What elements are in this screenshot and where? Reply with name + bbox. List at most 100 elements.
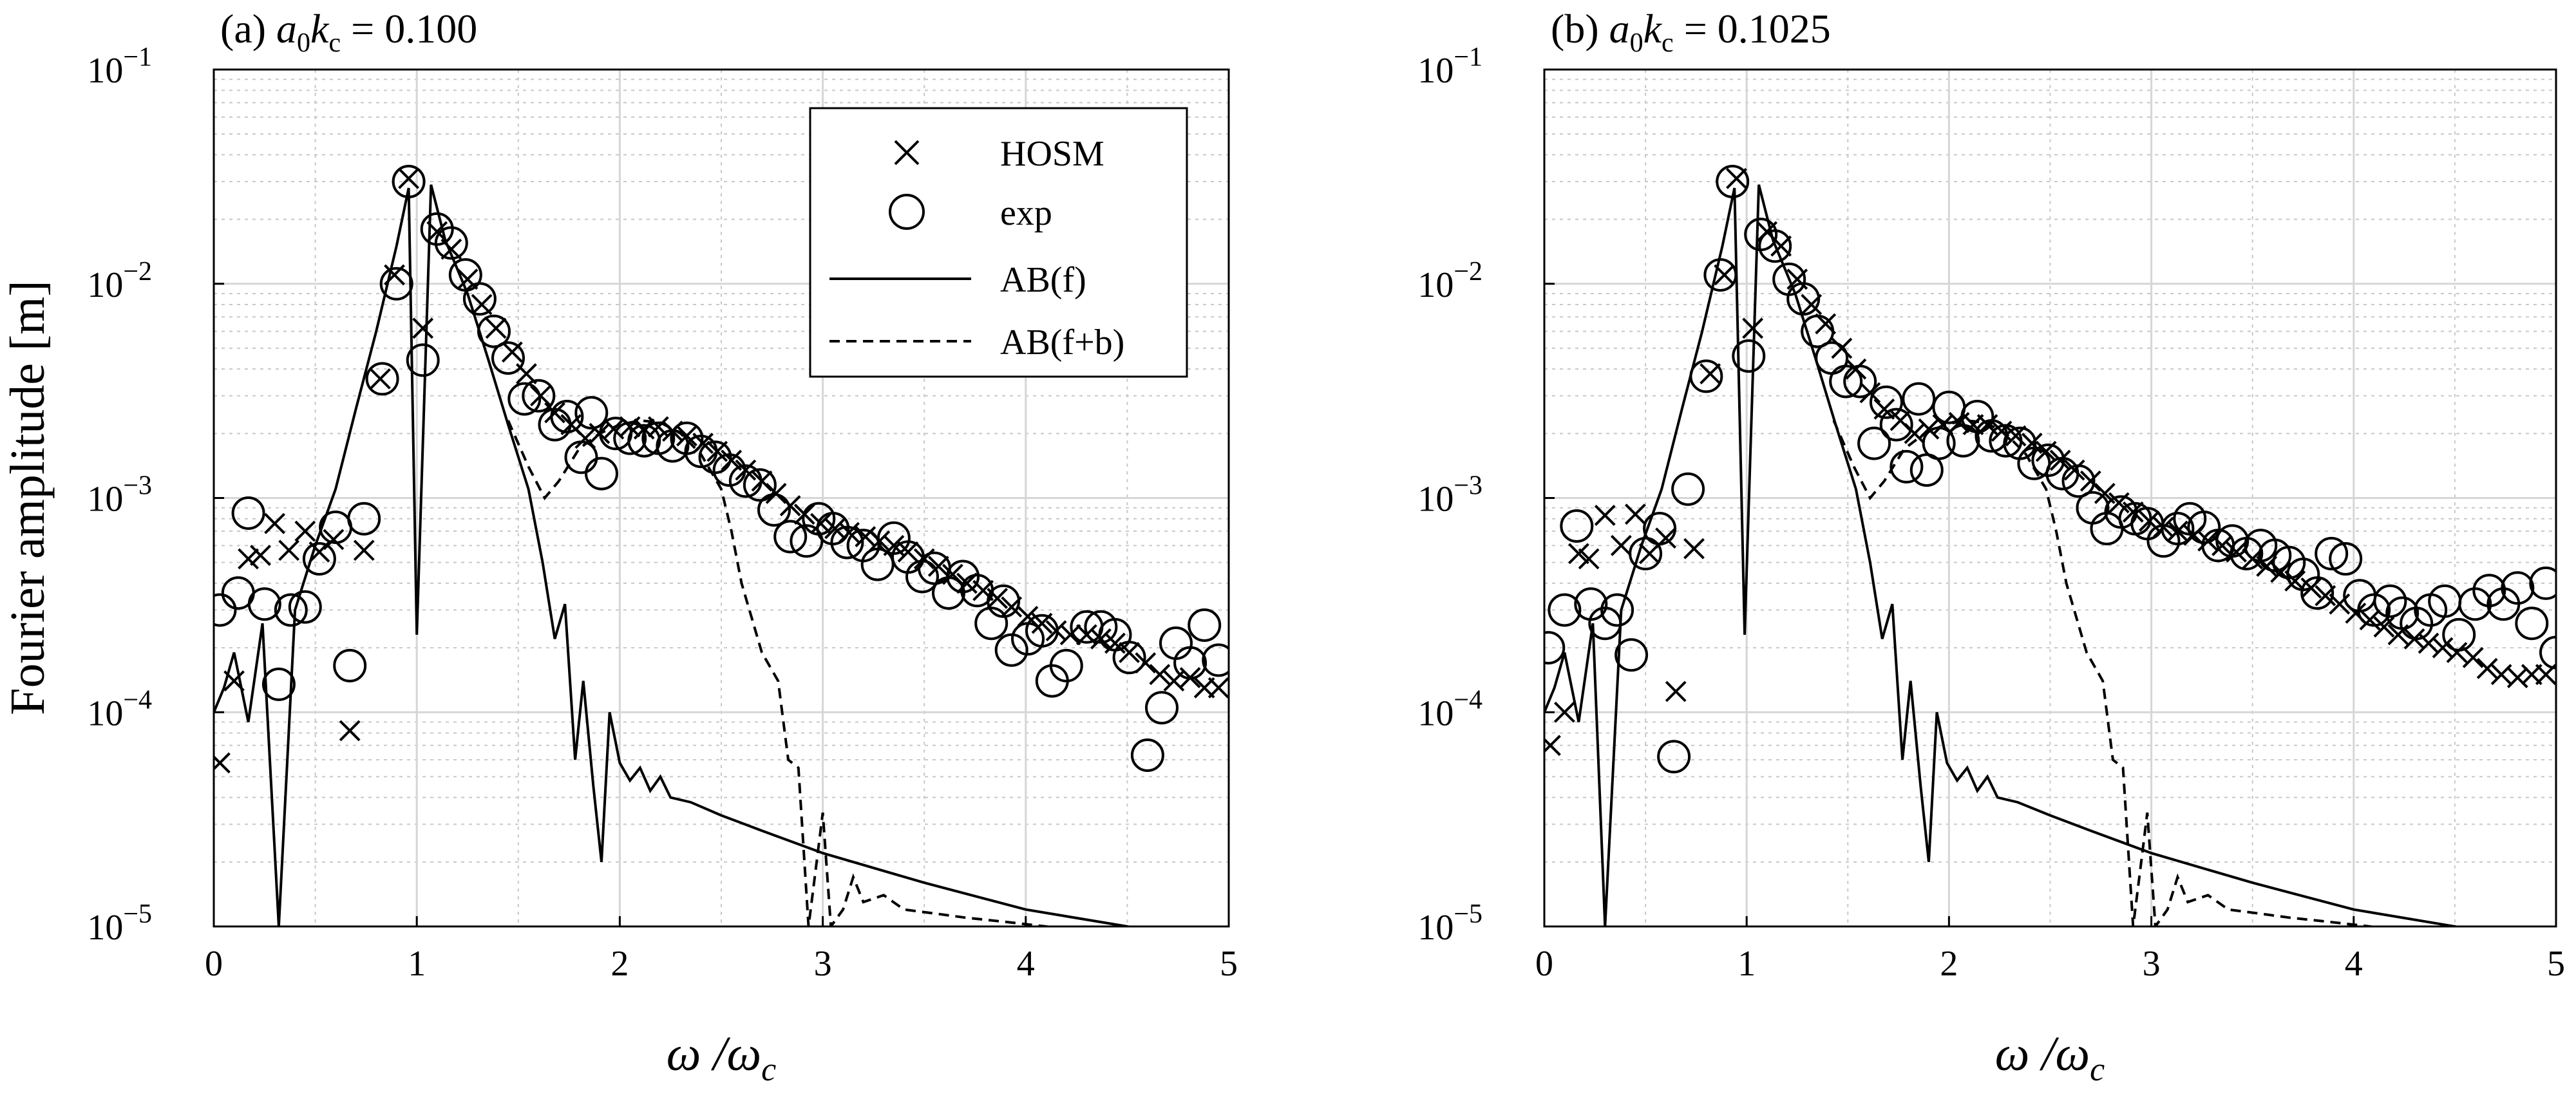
exp-point — [247, 587, 281, 621]
exp-point — [1049, 648, 1083, 682]
x-tick-label: 2 — [611, 944, 629, 984]
hosm-point — [1594, 505, 1616, 526]
hosm-point — [2432, 637, 2454, 659]
exp-point — [574, 396, 609, 430]
hosm-point — [2506, 667, 2528, 688]
hosm-point — [238, 548, 259, 570]
hosm-point — [1624, 503, 1646, 525]
hosm-point — [1208, 677, 1229, 699]
exp-point — [1922, 426, 1956, 460]
exp-point — [1025, 614, 1059, 648]
exp-point — [1657, 740, 1691, 774]
y-tick-label: 10−4 — [1417, 685, 1482, 733]
legend-hosm-label: HOSM — [1000, 134, 1104, 174]
exp-point — [905, 559, 939, 594]
exp-point — [347, 502, 381, 536]
hosm-point — [2418, 632, 2439, 654]
exp-point — [231, 496, 265, 530]
panel-title-b: (b) a0kc = 0.1025 — [1551, 6, 1831, 58]
hosm-point — [1918, 418, 1940, 440]
hosm-point — [426, 221, 448, 243]
legend-exp-marker — [889, 194, 925, 230]
exp-point — [1703, 258, 1738, 292]
hosm-point — [1119, 642, 1140, 663]
grid-b — [1544, 70, 2556, 926]
x-tick-label: 3 — [2143, 944, 2161, 984]
hosm-point — [1726, 167, 1747, 189]
y-axis-label: Fourier amplitude [m] — [1, 280, 55, 715]
exp-point — [507, 382, 542, 416]
legend-exp-label: exp — [1000, 193, 1052, 233]
exp-point — [564, 440, 598, 474]
exp-point — [2373, 584, 2407, 618]
exp-point — [1544, 631, 1566, 665]
hosm-point — [1742, 317, 1764, 339]
hosm-point — [2049, 449, 2071, 471]
exp-markers-a — [214, 165, 1229, 772]
exp-point — [994, 633, 1028, 667]
x-tick-label: 3 — [814, 944, 832, 984]
exp-point — [1548, 593, 1582, 627]
exp-markers-b — [1544, 165, 2556, 774]
ticks-a: 0 1 2 3 4 5 10−1 10−2 10−3 10−4 10−5 — [87, 42, 1238, 984]
exp-point — [1629, 536, 1663, 570]
exp-point — [2061, 464, 2096, 498]
exp-point — [1202, 643, 1229, 677]
y-tick-label: 10−3 — [1417, 471, 1482, 520]
y-tick-label: 10−4 — [87, 685, 152, 733]
exp-point — [757, 493, 791, 527]
exp-point — [1671, 472, 1705, 506]
hosm-point — [2490, 664, 2512, 686]
hosm-point — [353, 540, 375, 561]
y-tick-label: 10−5 — [87, 899, 152, 948]
hosm-point — [2226, 541, 2247, 563]
hosm-point — [2462, 646, 2484, 668]
hosm-point — [339, 720, 361, 742]
exp-point — [1643, 512, 1677, 545]
exp-point — [2442, 617, 2476, 652]
hosm-point — [1554, 701, 1575, 723]
exp-point — [1588, 606, 1622, 641]
x-tick-label: 0 — [1535, 944, 1553, 984]
x-tick-label: 4 — [1017, 944, 1035, 984]
exp-point — [712, 453, 746, 487]
exp-point — [365, 362, 399, 396]
x-axis-label-a: ω /ωc — [667, 1027, 777, 1088]
exp-point — [1843, 364, 1877, 399]
exp-point — [434, 226, 468, 260]
exp-point — [974, 606, 1009, 641]
legend: HOSM exp AB(f) AB(f+b) — [809, 107, 1188, 378]
hosm-point — [1567, 543, 1589, 565]
exp-point — [2357, 593, 2391, 627]
panel-a: 0 1 2 3 4 5 10−1 10−2 10−3 10−4 10−5 (a) a0kc = 0.… — [87, 6, 1238, 1088]
y-tick-label: 10−2 — [1417, 257, 1482, 305]
hosm-point — [824, 518, 846, 540]
hosm-point — [1714, 264, 1736, 286]
exp-point — [261, 667, 296, 701]
exp-point — [333, 648, 367, 682]
hosm-point — [897, 541, 919, 563]
exp-point — [477, 314, 511, 348]
exp-point — [2300, 576, 2334, 610]
exp-point — [274, 593, 308, 627]
hosm-point — [485, 317, 507, 339]
exp-point — [627, 424, 661, 458]
y-tick-label: 10−1 — [1417, 42, 1482, 91]
x-tick-label: 1 — [408, 944, 426, 984]
exp-point — [1870, 385, 1903, 419]
hosm-point — [370, 368, 391, 390]
exp-point — [1829, 364, 1863, 399]
exp-point — [392, 165, 426, 198]
hosm-point — [214, 752, 231, 774]
ab-f-line-a — [214, 184, 1134, 926]
hosm-point — [398, 167, 420, 189]
hosm-point — [250, 545, 271, 566]
hosm-point — [2476, 657, 2498, 679]
exp-point — [1758, 229, 1792, 263]
exp-point — [1188, 608, 1222, 642]
legend-abf-label: AB(f) — [1000, 260, 1086, 300]
hosm-point — [927, 556, 949, 577]
hosm-point — [1700, 363, 1721, 384]
hosm-point — [412, 317, 434, 339]
ab-f-line-b — [1544, 184, 2461, 926]
